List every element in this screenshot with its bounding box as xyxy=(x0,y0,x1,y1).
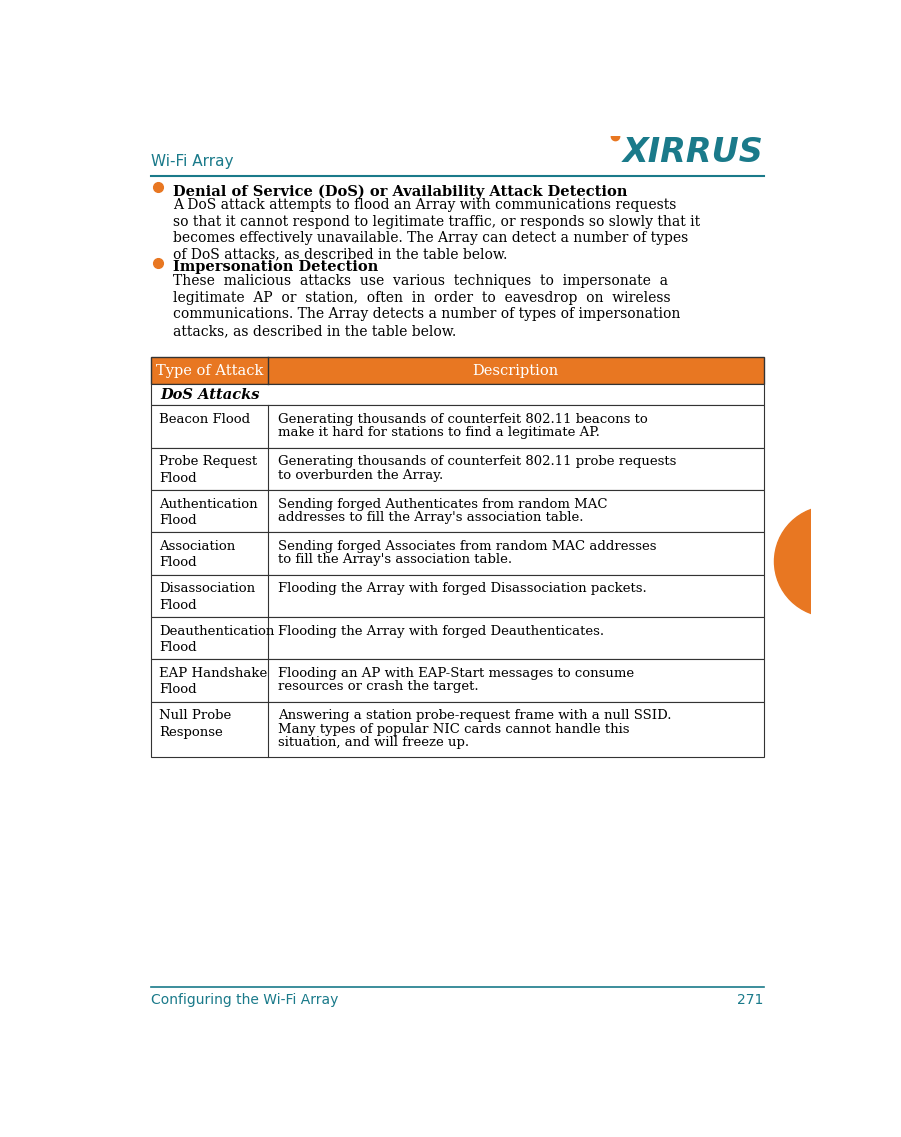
Text: Flooding the Array with forged Disassociation packets.: Flooding the Array with forged Disassoci… xyxy=(278,582,647,596)
Text: Many types of popular NIC cards cannot handle this: Many types of popular NIC cards cannot h… xyxy=(278,723,630,736)
Bar xyxy=(151,532,764,574)
Text: Generating thousands of counterfeit 802.11 probe requests: Generating thousands of counterfeit 802.… xyxy=(278,455,677,468)
Text: communications. The Array detects a number of types of impersonation: communications. The Array detects a numb… xyxy=(173,307,680,322)
Text: Null Probe
Response: Null Probe Response xyxy=(159,709,232,739)
Text: Answering a station probe-request frame with a null SSID.: Answering a station probe-request frame … xyxy=(278,709,672,722)
Circle shape xyxy=(775,506,886,617)
Text: Impersonation Detection: Impersonation Detection xyxy=(173,260,378,274)
Text: make it hard for stations to find a legitimate AP.: make it hard for stations to find a legi… xyxy=(278,426,600,439)
Bar xyxy=(151,574,764,617)
Text: Authentication
Flood: Authentication Flood xyxy=(159,498,258,528)
Bar xyxy=(151,357,764,384)
Text: Disassociation
Flood: Disassociation Flood xyxy=(159,582,255,612)
Text: Type of Attack: Type of Attack xyxy=(156,364,263,377)
Text: becomes effectively unavailable. The Array can detect a number of types: becomes effectively unavailable. The Arr… xyxy=(173,231,688,246)
Text: EAP Handshake
Flood: EAP Handshake Flood xyxy=(159,667,268,697)
Text: so that it cannot respond to legitimate traffic, or responds so slowly that it: so that it cannot respond to legitimate … xyxy=(173,215,700,229)
Bar xyxy=(151,659,764,702)
Text: to overburden the Array.: to overburden the Array. xyxy=(278,468,443,482)
Text: DoS Attacks: DoS Attacks xyxy=(160,388,260,401)
Text: legitimate  AP  or  station,  often  in  order  to  eavesdrop  on  wireless: legitimate AP or station, often in order… xyxy=(173,291,670,305)
Text: of DoS attacks, as described in the table below.: of DoS attacks, as described in the tabl… xyxy=(173,248,507,262)
Text: Wi-Fi Array: Wi-Fi Array xyxy=(151,153,234,168)
Text: Flooding an AP with EAP-Start messages to consume: Flooding an AP with EAP-Start messages t… xyxy=(278,667,634,680)
Bar xyxy=(151,702,764,757)
Bar xyxy=(151,617,764,659)
Text: Beacon Flood: Beacon Flood xyxy=(159,413,250,426)
Text: Denial of Service (DoS) or Availability Attack Detection: Denial of Service (DoS) or Availability … xyxy=(173,184,627,199)
Text: attacks, as described in the table below.: attacks, as described in the table below… xyxy=(173,324,456,338)
Bar xyxy=(151,405,764,448)
Text: situation, and will freeze up.: situation, and will freeze up. xyxy=(278,737,469,749)
Text: Sending forged Authenticates from random MAC: Sending forged Authenticates from random… xyxy=(278,498,608,511)
Text: Flooding the Array with forged Deauthenticates.: Flooding the Array with forged Deauthent… xyxy=(278,624,605,638)
Text: Sending forged Associates from random MAC addresses: Sending forged Associates from random MA… xyxy=(278,540,657,553)
Text: These  malicious  attacks  use  various  techniques  to  impersonate  a: These malicious attacks use various tech… xyxy=(173,274,668,289)
Text: resources or crash the target.: resources or crash the target. xyxy=(278,680,479,694)
Text: Deauthentication
Flood: Deauthentication Flood xyxy=(159,624,275,654)
Bar xyxy=(151,384,764,405)
Text: Configuring the Wi-Fi Array: Configuring the Wi-Fi Array xyxy=(151,993,339,1006)
Text: 271: 271 xyxy=(737,993,764,1006)
Text: Association
Flood: Association Flood xyxy=(159,540,235,570)
Text: to fill the Array's association table.: to fill the Array's association table. xyxy=(278,554,513,566)
Text: A DoS attack attempts to flood an Array with communications requests: A DoS attack attempts to flood an Array … xyxy=(173,198,677,211)
Text: XIRRUS: XIRRUS xyxy=(623,135,764,169)
Text: Generating thousands of counterfeit 802.11 beacons to: Generating thousands of counterfeit 802.… xyxy=(278,413,648,426)
Bar xyxy=(151,490,764,532)
Bar xyxy=(151,448,764,490)
Text: addresses to fill the Array's association table.: addresses to fill the Array's associatio… xyxy=(278,511,584,524)
Text: Probe Request
Flood: Probe Request Flood xyxy=(159,455,258,484)
Text: Description: Description xyxy=(472,364,559,377)
